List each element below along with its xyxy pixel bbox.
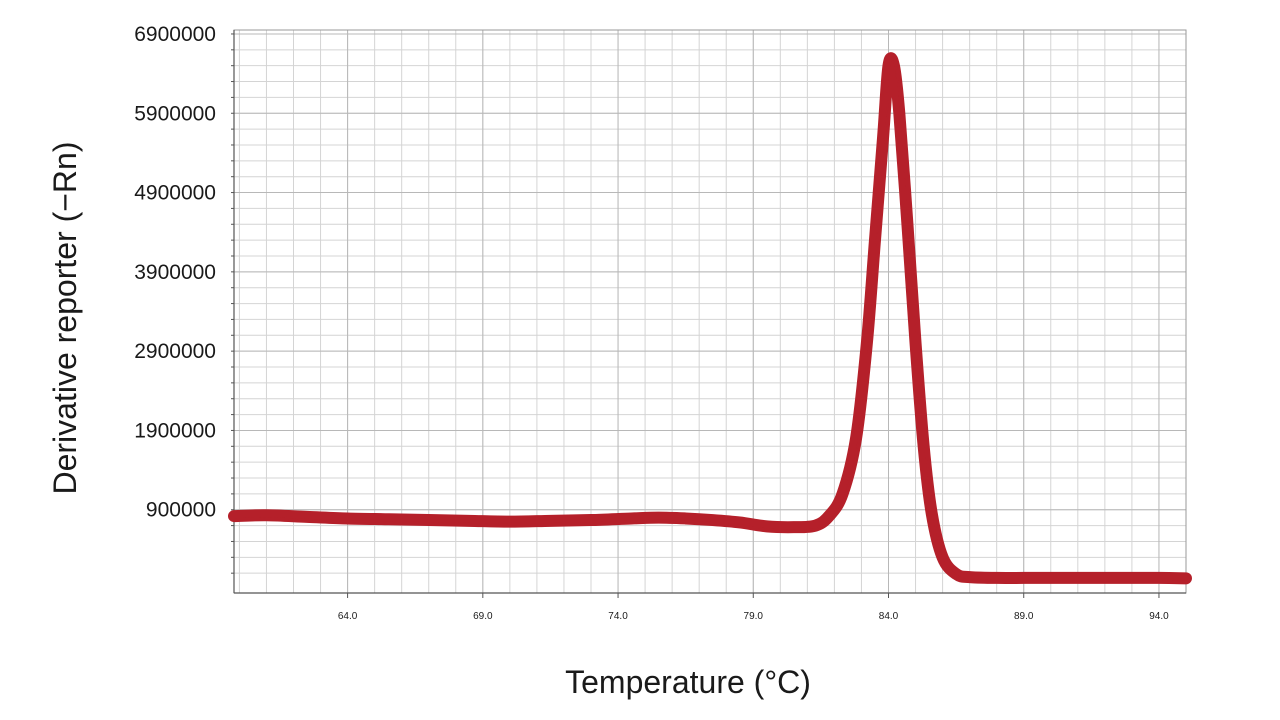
y-axis-title: Derivative reporter (−Rn) xyxy=(47,142,83,495)
plot-area-frame xyxy=(233,29,1187,594)
y-tick-label: 3900000 xyxy=(134,261,216,284)
y-tick-label: 1900000 xyxy=(134,419,216,442)
x-tick-label: 84.0 xyxy=(879,611,899,622)
x-tick-label: 69.0 xyxy=(473,611,493,622)
x-tick-label: 89.0 xyxy=(1014,611,1034,622)
melt-curve-replicate xyxy=(235,60,1189,582)
x-tick-label: 64.0 xyxy=(338,611,358,622)
x-axis-title: Temperature (°C) xyxy=(565,664,811,700)
x-tick-labels: 64.0 69.0 74.0 79.0 84.0 89.0 94.0 xyxy=(338,611,1169,622)
x-tick-label: 74.0 xyxy=(608,611,628,622)
y-tick-label: 2900000 xyxy=(134,340,216,363)
y-tick-label: 6900000 xyxy=(134,23,216,46)
y-tick-label: 900000 xyxy=(146,499,216,522)
minor-grid xyxy=(234,30,1187,593)
y-tick-label: 4900000 xyxy=(134,182,216,205)
y-tick-labels: 900000 1900000 2900000 3900000 4900000 590000… xyxy=(134,23,216,522)
melt-curve-replicate xyxy=(234,59,1188,581)
melt-curve-line xyxy=(228,52,1192,585)
y-tick-label: 5900000 xyxy=(134,102,216,125)
x-tick-label: 94.0 xyxy=(1149,611,1169,622)
melt-curve-replicate xyxy=(232,56,1186,578)
x-tick-label: 79.0 xyxy=(744,611,764,622)
axis-ticks xyxy=(231,33,1160,598)
major-grid xyxy=(234,30,1186,593)
melt-curves xyxy=(228,52,1192,585)
